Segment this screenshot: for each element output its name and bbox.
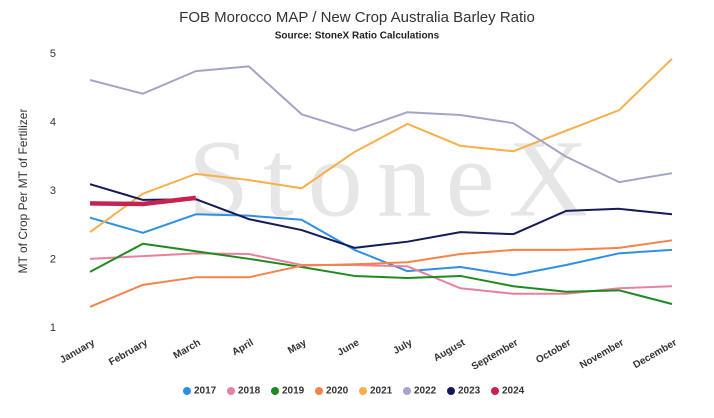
y-axis-label: MT of Crop Per MT of Fertilizer xyxy=(16,109,30,274)
legend-label: 2019 xyxy=(282,386,305,397)
y-tick-label: 1 xyxy=(50,322,56,334)
series-line xyxy=(89,195,197,207)
x-tick-label: April xyxy=(230,337,255,358)
legend-marker xyxy=(315,387,323,395)
legend-label: 2024 xyxy=(502,386,525,397)
watermark: StoneX xyxy=(188,117,602,239)
series-line xyxy=(89,213,673,277)
chart-subtitle: Source: StoneX Ratio Calculations xyxy=(275,31,440,42)
x-tick-label: August xyxy=(432,337,468,364)
series-line xyxy=(89,65,673,184)
legend-label: 2017 xyxy=(194,386,217,397)
x-tick-label: October xyxy=(534,337,573,366)
x-tick-label: July xyxy=(391,337,414,357)
x-tick-label: November xyxy=(578,337,626,371)
y-tick-label: 2 xyxy=(50,253,56,265)
x-tick-label: September xyxy=(470,337,520,372)
legend-marker xyxy=(403,387,411,395)
series-line xyxy=(89,242,673,305)
x-tick-label: March xyxy=(172,337,203,361)
legend-marker xyxy=(271,387,279,395)
y-tick-label: 4 xyxy=(50,116,56,128)
legend-label: 2023 xyxy=(458,386,481,397)
chart-title: FOB Morocco MAP / New Crop Australia Bar… xyxy=(179,9,535,26)
legend-label: 2021 xyxy=(370,386,393,397)
x-tick-label: May xyxy=(286,337,309,356)
x-tick-label: January xyxy=(58,337,97,366)
x-tick-label: February xyxy=(107,337,150,368)
legend-marker xyxy=(491,387,499,395)
legend-label: 2022 xyxy=(414,386,437,397)
y-tick-label: 3 xyxy=(50,185,56,197)
x-tick-label: December xyxy=(631,337,678,371)
legend-marker xyxy=(359,387,367,395)
legend-marker xyxy=(227,387,235,395)
legend-marker xyxy=(183,387,191,395)
legend-label: 2020 xyxy=(326,386,349,397)
series-line xyxy=(89,252,673,295)
series-line xyxy=(89,239,673,308)
series-line xyxy=(89,58,673,233)
x-tick-label: June xyxy=(336,337,362,358)
legend-label: 2018 xyxy=(238,386,261,397)
y-tick-label: 5 xyxy=(50,48,56,60)
legend-marker xyxy=(447,387,455,395)
